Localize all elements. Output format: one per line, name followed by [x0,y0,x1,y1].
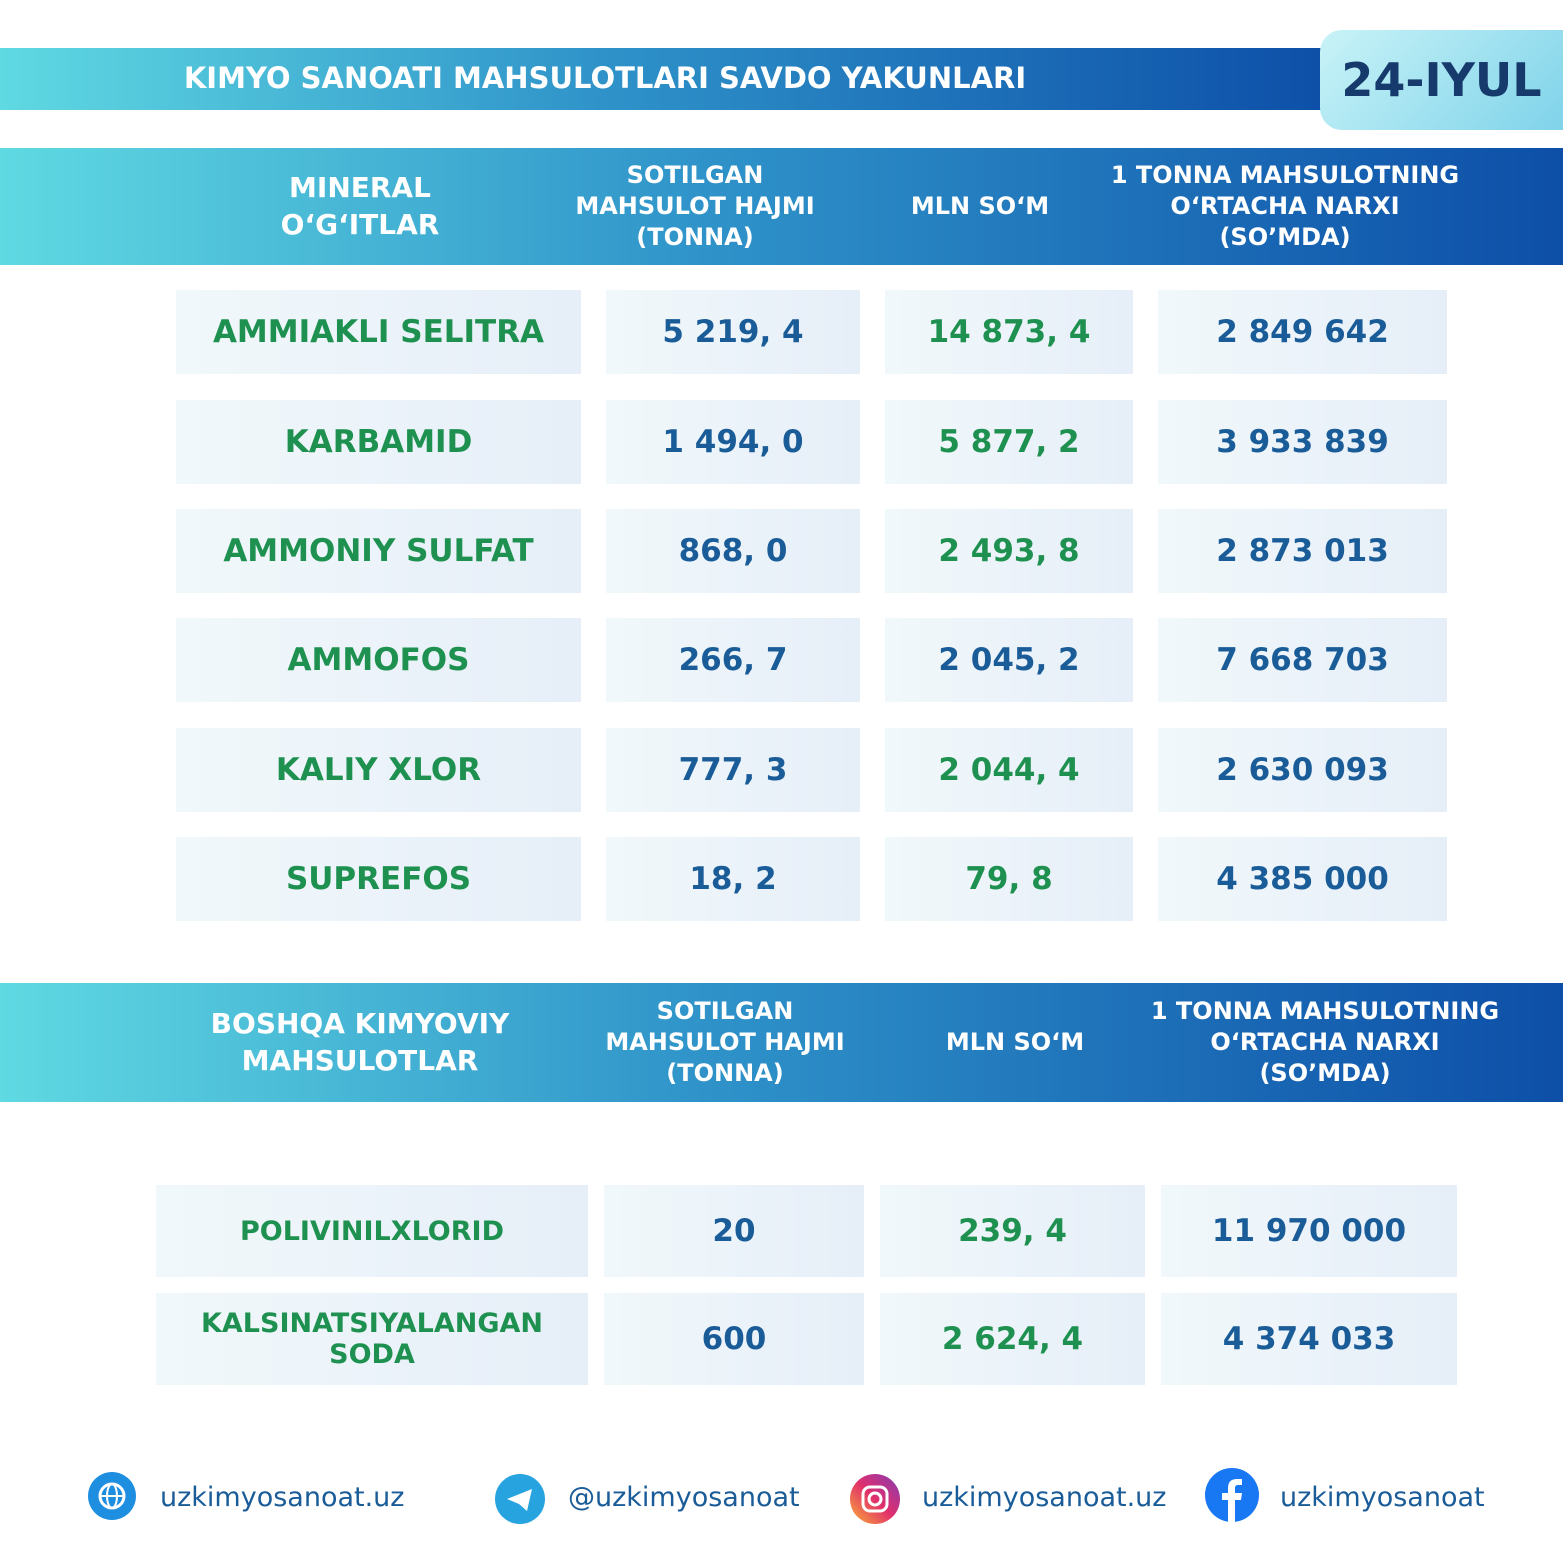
value-cell-text: 2 624, 4 [941,1321,1084,1357]
column-header-text: SOTILGAN MAHSULOT HAJMI (TONNA) [605,996,845,1088]
value-cell-text: 2 045, 2 [938,642,1080,678]
value-cell: 2 045, 2 [885,618,1133,702]
value-cell: 4 385 000 [1158,837,1447,921]
product-name-text: KARBAMID [284,424,473,460]
value-cell: 7 668 703 [1158,618,1447,702]
product-name-text: POLIVINILXLORID [239,1215,505,1247]
value-cell: 1 494, 0 [606,400,860,484]
facebook-icon [1205,1468,1259,1522]
column-header-text: MLN SO‘M [910,191,1050,220]
product-name: SUPREFOS [176,837,581,921]
column-header-text: BOSHQA KIMYOVIY MAHSULOTLAR [210,1007,510,1077]
value-cell-text: 2 630 093 [1216,752,1389,788]
value-cell-text: 2 873 013 [1216,533,1389,569]
value-cell: 600 [604,1293,864,1385]
value-cell-text: 3 933 839 [1216,424,1389,460]
value-cell: 18, 2 [606,837,860,921]
column-header: MINERAL O‘G‘ITLAR [210,148,510,265]
column-header: MLN SO‘M [860,148,1100,265]
value-cell: 4 374 033 [1161,1293,1457,1385]
value-cell: 5 219, 4 [606,290,860,374]
column-header: SOTILGAN MAHSULOT HAJMI (TONNA) [590,983,860,1102]
product-name: AMMIAKLI SELITRA [176,290,581,374]
column-header-text: 1 TONNA MAHSULOTNING O‘RTACHA NARXI (SO’… [1150,996,1500,1088]
value-cell: 2 044, 4 [885,728,1133,812]
product-name: KALIY XLOR [176,728,581,812]
column-header-text: MINERAL O‘G‘ITLAR [280,171,440,241]
column-header: MLN SO‘M [900,983,1130,1102]
value-cell: 239, 4 [880,1185,1145,1277]
product-name: AMMOFOS [176,618,581,702]
footer-link-text: @uzkimyosanoat [568,1482,800,1513]
value-cell-text: 1 494, 0 [662,424,804,460]
value-cell: 868, 0 [606,509,860,593]
column-header: BOSHQA KIMYOVIY MAHSULOTLAR [180,983,540,1102]
column-header: 1 TONNA MAHSULOTNING O‘RTACHA NARXI (SO’… [1110,148,1460,265]
value-cell-text: 2 849 642 [1216,314,1389,350]
footer-link: uzkimyosanoat.uz [160,1475,460,1520]
value-cell-text: 5 877, 2 [938,424,1080,460]
product-name-text: KALIY XLOR [275,752,482,788]
value-cell: 2 849 642 [1158,290,1447,374]
value-cell-text: 79, 8 [965,861,1053,897]
footer-link-text: uzkimyosanoat.uz [922,1482,1167,1513]
table-header [0,148,1563,265]
value-cell-text: 14 873, 4 [927,314,1091,350]
product-name: POLIVINILXLORID [156,1185,588,1277]
footer-link: @uzkimyosanoat [568,1475,868,1520]
title: KIMYO SANOATI MAHSULOTLARI SAVDO YAKUNLA… [183,61,1027,96]
product-name-text: SUPREFOS [285,861,472,897]
column-header-text: MLN SO‘M [945,1027,1085,1056]
date: 24-IYUL [1341,53,1542,107]
footer-link-text: uzkimyosanoat [1280,1482,1485,1513]
value-cell-text: 18, 2 [689,861,777,897]
value-cell: 3 933 839 [1158,400,1447,484]
value-cell: 2 873 013 [1158,509,1447,593]
value-cell-text: 777, 3 [678,752,788,788]
date-badge: 24-IYUL [1320,30,1563,130]
web-icon [88,1472,136,1520]
value-cell-text: 20 [712,1213,756,1249]
value-cell-text: 11 970 000 [1211,1213,1407,1249]
telegram-icon [495,1474,545,1524]
product-name-text: AMMOFOS [287,642,470,678]
column-header: 1 TONNA MAHSULOTNING O‘RTACHA NARXI (SO’… [1150,983,1500,1102]
column-header: SOTILGAN MAHSULOT HAJMI (TONNA) [560,148,830,265]
table-header [0,983,1563,1102]
value-cell-text: 2 044, 4 [938,752,1080,788]
value-cell-text: 2 493, 8 [938,533,1080,569]
column-header-text: SOTILGAN MAHSULOT HAJMI (TONNA) [575,160,815,252]
value-cell-text: 7 668 703 [1216,642,1389,678]
product-name-text: AMMONIY SULFAT [223,533,534,569]
value-cell: 2 624, 4 [880,1293,1145,1385]
product-name-text: AMMIAKLI SELITRA [212,314,545,350]
product-name-text: KALSINATSIYALANGAN SODA [200,1308,544,1370]
value-cell: 20 [604,1185,864,1277]
value-cell: 777, 3 [606,728,860,812]
value-cell: 11 970 000 [1161,1185,1457,1277]
product-name: KALSINATSIYALANGAN SODA [156,1293,588,1385]
footer-link: uzkimyosanoat [1280,1475,1563,1520]
value-cell: 2 493, 8 [885,509,1133,593]
value-cell: 79, 8 [885,837,1133,921]
value-cell-text: 239, 4 [958,1213,1067,1249]
value-cell-text: 4 374 033 [1222,1321,1396,1357]
value-cell-text: 266, 7 [678,642,788,678]
value-cell: 2 630 093 [1158,728,1447,812]
product-name: KARBAMID [176,400,581,484]
value-cell: 14 873, 4 [885,290,1133,374]
title-bar: KIMYO SANOATI MAHSULOTLARI SAVDO YAKUNLA… [0,48,1330,110]
value-cell-text: 868, 0 [678,533,788,569]
column-header-text: 1 TONNA MAHSULOTNING O‘RTACHA NARXI (SO’… [1110,160,1460,252]
footer-link-text: uzkimyosanoat.uz [160,1482,405,1513]
footer-link: uzkimyosanoat.uz [922,1475,1222,1520]
instagram-icon [850,1474,900,1524]
value-cell-text: 600 [701,1321,767,1357]
value-cell: 266, 7 [606,618,860,702]
value-cell: 5 877, 2 [885,400,1133,484]
value-cell-text: 4 385 000 [1216,861,1389,897]
value-cell-text: 5 219, 4 [662,314,804,350]
product-name: AMMONIY SULFAT [176,509,581,593]
